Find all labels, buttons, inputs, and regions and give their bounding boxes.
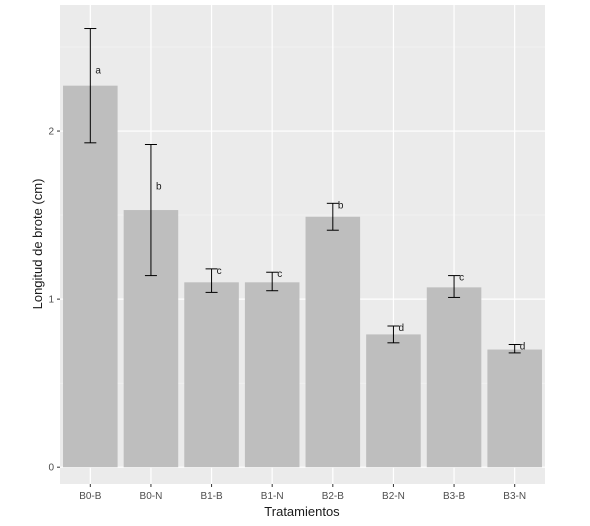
x-axis-title: Tratamientos: [264, 504, 340, 519]
y-tick-label: 1: [48, 295, 54, 306]
x-tick-label: B0-N: [140, 491, 163, 502]
bar: [426, 287, 482, 468]
bars: [63, 85, 542, 468]
significance-label: c: [459, 273, 464, 284]
significance-label: b: [338, 200, 344, 211]
y-axis-ticks: 0 1 2: [48, 127, 60, 474]
significance-label: c: [217, 266, 222, 277]
significance-label: d: [398, 323, 404, 334]
bar: [63, 85, 118, 468]
x-tick-label: B1-N: [261, 491, 284, 502]
y-tick-label: 2: [48, 127, 54, 138]
significance-labels: a b c c b d c d: [95, 66, 525, 353]
x-tick-label: B2-B: [322, 491, 345, 502]
y-axis-title: Longitud de brote (cm): [30, 179, 45, 310]
bar: [244, 282, 300, 468]
x-tick-label: B3-N: [503, 491, 526, 502]
x-tick-label: B1-B: [200, 491, 223, 502]
significance-label: b: [156, 181, 162, 192]
x-axis-ticks: B0-B B0-N B1-B B1-N B2-B B2-N B3-B B3-N: [79, 484, 526, 502]
y-tick-label: 0: [48, 463, 54, 474]
x-tick-label: B2-N: [382, 491, 405, 502]
significance-label: d: [520, 342, 526, 353]
significance-label: c: [277, 269, 282, 280]
x-tick-label: B0-B: [79, 491, 102, 502]
bar: [366, 334, 421, 468]
significance-label: a: [95, 66, 101, 77]
x-tick-label: B3-B: [443, 491, 466, 502]
bar: [184, 282, 239, 468]
error-bars: [84, 28, 521, 354]
bar: [487, 349, 542, 468]
bar: [305, 216, 361, 468]
